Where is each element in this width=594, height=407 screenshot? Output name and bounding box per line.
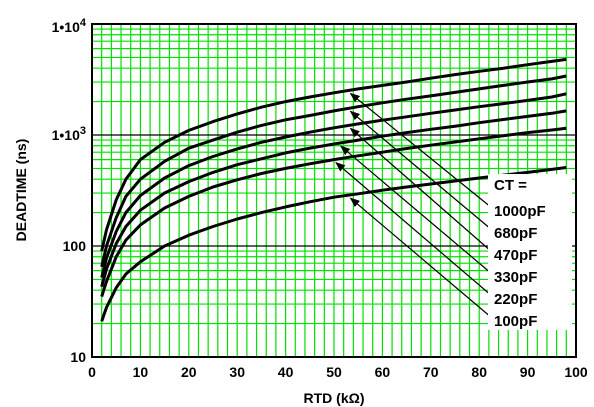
series-line-680pF [100,74,567,268]
x-tick-label: 30 [229,364,245,380]
legend-label-100pF: 100pF [494,313,537,330]
y-tick-labels: 10 100 1•103 1•104 [52,17,87,365]
x-tick-label: 10 [133,364,149,380]
x-axis-label: RTD (kΩ) [304,390,365,406]
legend-label-1000pF: 1000pF [494,203,546,220]
x-tick-label: 50 [326,364,342,380]
plot-frame [91,23,577,358]
legend-label-330pF: 330pF [494,269,537,286]
legend-arrows [335,92,493,319]
series-line-220pF [100,126,567,298]
x-tick-label: 20 [181,364,197,380]
legend-arrow-680pF [349,110,493,231]
data-curves [100,57,567,322]
legend-label-220pF: 220pF [494,291,537,308]
legend-title: CT = [494,177,527,194]
legend-arrow-1000pF [349,92,493,209]
legend-background [488,174,572,330]
series-line-470pF [100,92,567,278]
series-line-330pF [100,109,567,288]
x-tick-label: 70 [423,364,439,380]
x-tick-label: 0 [88,364,96,380]
grid-lines [92,24,576,357]
y-tick-label: 10 [70,349,86,365]
y-tick-label: 1•103 [52,125,86,143]
legend: CT = 1000pF 680pF 470pF 330pF 220pF 100pF [488,174,572,330]
series-line-100pF [100,166,567,322]
legend-arrow-100pF [349,197,493,319]
legend-arrow-330pF [340,145,493,275]
y-axis-label: DEADTIME (ns) [13,139,29,242]
x-tick-label: 90 [520,364,536,380]
legend-arrow-470pF [349,127,493,253]
series-line-1000pF [100,57,567,252]
y-tick-label: 1•104 [52,17,87,35]
legend-label-680pF: 680pF [494,225,537,242]
x-tick-label: 100 [564,364,588,380]
legend-arrow-220pF [335,161,493,297]
x-tick-label: 60 [375,364,391,380]
x-tick-labels: 0 10 20 30 40 50 60 70 80 90 100 [88,364,588,380]
legend-label-470pF: 470pF [494,247,537,264]
y-tick-label: 100 [63,238,87,254]
x-tick-label: 80 [471,364,487,380]
x-tick-label: 40 [278,364,294,380]
